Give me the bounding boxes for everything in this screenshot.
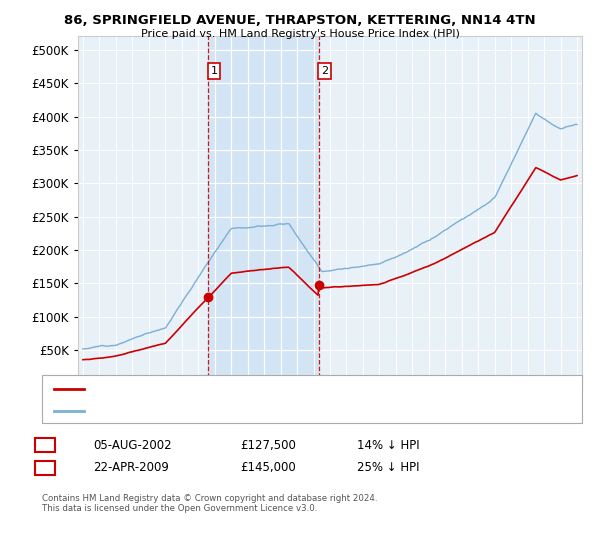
Text: 86, SPRINGFIELD AVENUE, THRAPSTON, KETTERING, NN14 4TN (detached house): 86, SPRINGFIELD AVENUE, THRAPSTON, KETTE… — [90, 384, 487, 394]
Text: 1: 1 — [211, 66, 217, 76]
Text: 1: 1 — [41, 438, 49, 452]
Text: 2: 2 — [41, 461, 49, 474]
Text: 22-APR-2009: 22-APR-2009 — [93, 461, 169, 474]
Text: Contains HM Land Registry data © Crown copyright and database right 2024.
This d: Contains HM Land Registry data © Crown c… — [42, 494, 377, 514]
Text: 25% ↓ HPI: 25% ↓ HPI — [357, 461, 419, 474]
Text: 2: 2 — [321, 66, 328, 76]
Bar — [208, 36, 319, 384]
Text: HPI: Average price, detached house, North Northamptonshire: HPI: Average price, detached house, Nort… — [90, 406, 391, 416]
Text: Price paid vs. HM Land Registry's House Price Index (HPI): Price paid vs. HM Land Registry's House … — [140, 29, 460, 39]
Text: 14% ↓ HPI: 14% ↓ HPI — [357, 438, 419, 452]
Text: £145,000: £145,000 — [240, 461, 296, 474]
Text: 05-AUG-2002: 05-AUG-2002 — [93, 438, 172, 452]
Text: £127,500: £127,500 — [240, 438, 296, 452]
Text: 86, SPRINGFIELD AVENUE, THRAPSTON, KETTERING, NN14 4TN: 86, SPRINGFIELD AVENUE, THRAPSTON, KETTE… — [64, 14, 536, 27]
